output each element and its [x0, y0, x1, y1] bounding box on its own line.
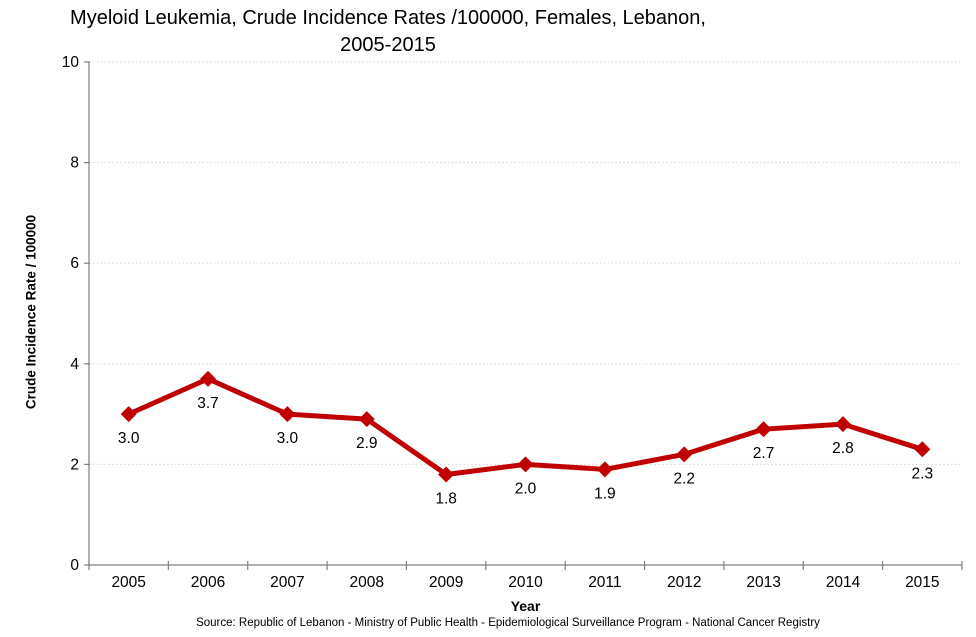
x-axis-title: Year [510, 598, 541, 614]
data-label-2015: 2.3 [912, 465, 934, 482]
x-tick-label-2011: 2011 [588, 574, 621, 591]
x-tick-label-2005: 2005 [111, 574, 145, 591]
x-tick-label-2007: 2007 [270, 574, 304, 591]
axes [84, 61, 963, 570]
data-label-2006: 3.7 [197, 395, 219, 412]
y-tick-label-10: 10 [62, 54, 80, 71]
data-point-2010 [517, 456, 534, 473]
y-tick-label-0: 0 [70, 557, 79, 574]
data-label-2005: 3.0 [118, 430, 140, 447]
data-point-2013 [755, 421, 772, 438]
y-tick-label-8: 8 [70, 155, 79, 172]
x-tick-label-2009: 2009 [429, 574, 463, 591]
y-tick-label-4: 4 [70, 356, 79, 373]
x-tick-labels: 2005 2006 2007 2008 2009 2010 2011 2012 2013 2014… [111, 574, 939, 591]
x-tick-label-2013: 2013 [746, 574, 780, 591]
x-tick-label-2014: 2014 [826, 574, 861, 591]
data-label-2010: 2.0 [515, 480, 537, 497]
data-label-2008: 2.9 [356, 435, 378, 452]
data-label-2009: 1.8 [435, 490, 457, 507]
data-point-2005 [120, 406, 137, 423]
data-point-2014 [834, 416, 851, 433]
x-tick-label-2006: 2006 [191, 574, 225, 591]
data-point-2008 [358, 411, 375, 428]
data-point-2012 [676, 446, 693, 463]
x-tick-label-2008: 2008 [350, 574, 384, 591]
data-labels: 3.0 3.7 3.0 2.9 1.8 2.0 1.9 2.2 2.7 2.8 2.3 [118, 395, 933, 508]
data-label-2014: 2.8 [832, 440, 854, 457]
data-point-2011 [596, 461, 613, 478]
data-label-2012: 2.2 [673, 470, 695, 487]
gridlines [89, 61, 962, 465]
y-tick-label-2: 2 [70, 456, 79, 473]
x-tick-label-2015: 2015 [905, 574, 939, 591]
source-note: Source: Republic of Lebanon - Ministry o… [196, 617, 820, 629]
data-point-2009 [438, 466, 455, 483]
data-label-2007: 3.0 [277, 430, 299, 447]
chart-title-line1: Myeloid Leukemia, Crude Incidence Rates … [70, 7, 706, 29]
x-tick-label-2012: 2012 [667, 574, 701, 591]
chart-title: Myeloid Leukemia, Crude Incidence Rates … [28, 5, 748, 59]
data-label-2011: 1.9 [594, 485, 616, 502]
data-points [120, 370, 931, 483]
data-point-2015 [914, 441, 931, 458]
data-label-2013: 2.7 [753, 445, 775, 462]
y-tick-label-6: 6 [70, 255, 79, 272]
data-point-2007 [279, 406, 296, 423]
data-point-2006 [200, 370, 217, 387]
y-tick-labels: 0 2 4 6 8 10 [62, 54, 80, 574]
x-tick-label-2010: 2010 [508, 574, 543, 591]
chart-title-line2: 2005-2015 [340, 34, 436, 56]
